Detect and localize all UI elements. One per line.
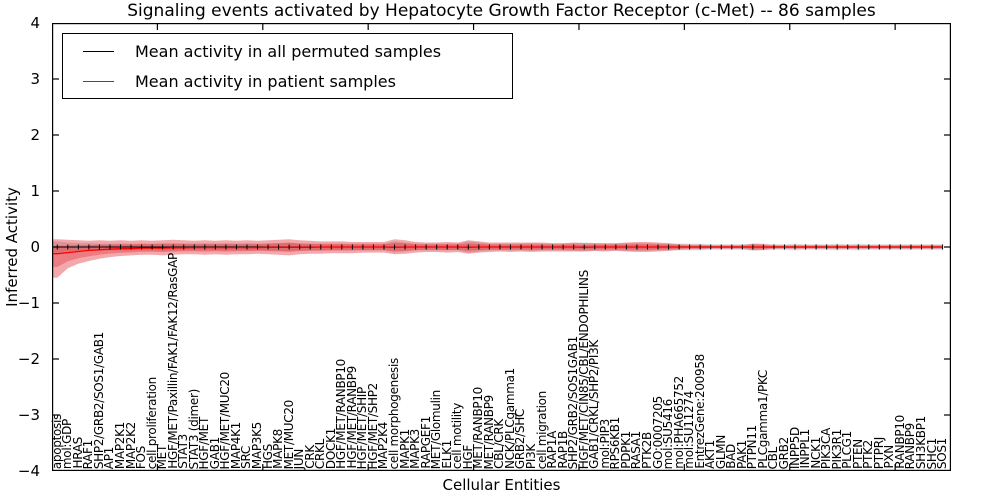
y-tick-label: −4 — [17, 462, 40, 480]
y-tick-label: −3 — [17, 406, 40, 424]
y-tick-label: 0 — [30, 238, 40, 256]
y-tick-label: −1 — [17, 294, 40, 312]
y-tick-labels: 4 3 2 1 0 −1 −2 −3 −4 — [0, 14, 46, 480]
patient-band-inner — [52, 242, 943, 267]
legend-label-permuted: Mean activity in all permuted samples — [135, 41, 442, 61]
patient-band-outer — [52, 239, 943, 278]
legend: Mean activity in all permuted samples Me… — [62, 33, 513, 99]
x-axis-label: Cellular Entities — [442, 476, 561, 494]
y-tick-label: 4 — [30, 14, 40, 32]
legend-label-patient: Mean activity in patient samples — [135, 71, 396, 91]
plot-area: apoptosis mol:GDP HRAS RAF1 SHP2/GRB2/SOS1/G… — [50, 23, 951, 471]
legend-line-patient-icon — [83, 80, 114, 82]
legend-item-permuted: Mean activity in all permuted samples — [63, 36, 512, 66]
y-tick-label: −2 — [17, 350, 40, 368]
y-tick-label: 1 — [30, 182, 40, 200]
chart-title: Signaling events activated by Hepatocyte… — [127, 1, 876, 21]
legend-line-permuted-icon — [83, 50, 114, 52]
y-tick-label: 2 — [30, 126, 40, 144]
chart-canvas — [52, 23, 951, 471]
y-tick-label: 3 — [30, 70, 40, 88]
patient-mean-line — [52, 246, 943, 255]
legend-item-patient: Mean activity in patient samples — [63, 66, 512, 96]
